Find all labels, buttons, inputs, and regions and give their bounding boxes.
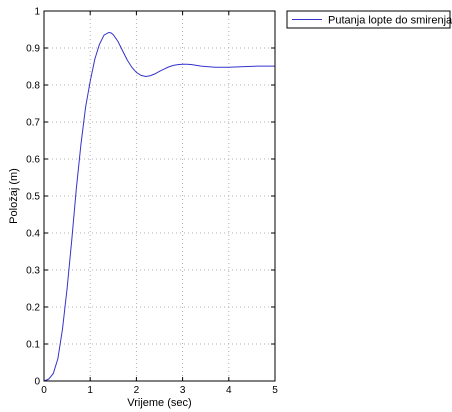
y-tick-label: 0.9 bbox=[26, 44, 40, 55]
x-tick-label: 0 bbox=[41, 385, 47, 396]
x-tick-label: 1 bbox=[87, 385, 93, 396]
series-lines bbox=[43, 31, 275, 382]
legend-box bbox=[286, 10, 451, 29]
x-axis-label: Vrijeme (sec) bbox=[127, 397, 191, 409]
tick-labels: 0 1 2 3 4 5 0 0.1 0.2 0.3 0.4 0.5 0.6 0.7 0.8 0.9 1 bbox=[26, 7, 278, 397]
x-tick-label: 4 bbox=[226, 385, 232, 396]
y-tick-label: 0.3 bbox=[26, 266, 40, 277]
grid-lines bbox=[44, 11, 275, 381]
y-tick-label: 0.7 bbox=[26, 118, 40, 129]
series-line bbox=[43, 31, 275, 382]
y-tick-label: 0.5 bbox=[26, 192, 40, 203]
plot-area-frame bbox=[43, 10, 276, 382]
legend-entry-label: Putanja lopte do smirenja bbox=[328, 15, 452, 27]
y-axis-label: Položaj (m) bbox=[8, 168, 20, 224]
y-tick-label: 0.1 bbox=[26, 340, 40, 351]
y-tick-label: 0.4 bbox=[26, 229, 40, 240]
y-tick-label: 0.8 bbox=[26, 81, 40, 92]
y-tick-label: 1 bbox=[34, 7, 40, 18]
y-tick-label: 0 bbox=[34, 377, 40, 388]
legend: Putanja lopte do smirenja bbox=[286, 10, 452, 29]
x-tick-label: 2 bbox=[134, 385, 140, 396]
x-tick-label: 3 bbox=[180, 385, 186, 396]
x-tick-label: 5 bbox=[272, 385, 278, 396]
y-tick-label: 0.2 bbox=[26, 303, 40, 314]
y-tick-label: 0.6 bbox=[26, 155, 40, 166]
